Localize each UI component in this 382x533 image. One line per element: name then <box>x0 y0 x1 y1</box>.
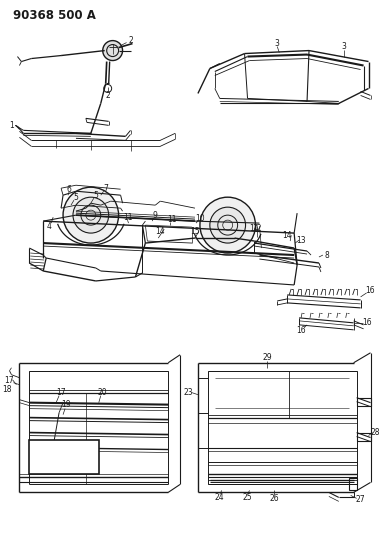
Text: 17: 17 <box>5 376 14 385</box>
Text: 11: 11 <box>167 215 177 224</box>
Bar <box>29 440 99 474</box>
Bar <box>349 479 357 490</box>
Text: 5: 5 <box>73 193 78 201</box>
Text: 3: 3 <box>275 39 280 48</box>
Bar <box>357 433 371 441</box>
Text: 21: 21 <box>51 450 61 459</box>
Circle shape <box>73 197 109 233</box>
Text: 16: 16 <box>366 286 376 295</box>
Text: 17: 17 <box>56 388 66 397</box>
Bar <box>357 398 371 406</box>
Text: 10: 10 <box>195 214 205 223</box>
Text: 16: 16 <box>296 326 306 335</box>
Text: 6: 6 <box>66 185 71 193</box>
Text: 22: 22 <box>44 466 54 475</box>
Circle shape <box>200 197 256 253</box>
Text: 7: 7 <box>103 184 108 193</box>
Text: 19: 19 <box>61 400 71 409</box>
Text: 5: 5 <box>93 191 98 200</box>
Text: 2: 2 <box>105 91 110 100</box>
Text: 14: 14 <box>155 227 165 236</box>
Text: 25: 25 <box>243 493 253 502</box>
Text: 14: 14 <box>282 231 292 239</box>
Text: 8: 8 <box>324 251 329 260</box>
Text: 14: 14 <box>250 224 259 232</box>
Text: 20: 20 <box>98 388 108 397</box>
Text: 24: 24 <box>215 493 225 502</box>
Text: 28: 28 <box>371 428 380 437</box>
Circle shape <box>63 187 118 243</box>
Text: 2: 2 <box>128 36 133 45</box>
Text: 27: 27 <box>356 495 366 504</box>
Text: 4: 4 <box>47 222 52 231</box>
Circle shape <box>210 207 246 243</box>
Text: 9: 9 <box>153 211 158 220</box>
Text: 29: 29 <box>262 353 272 362</box>
Text: 3: 3 <box>341 42 346 51</box>
Text: 1: 1 <box>9 121 14 130</box>
Text: 18: 18 <box>2 385 11 394</box>
Text: 11: 11 <box>123 213 132 222</box>
Text: 15: 15 <box>190 227 200 236</box>
Circle shape <box>103 41 123 61</box>
Text: 90368 500 A: 90368 500 A <box>13 9 96 22</box>
Text: 23: 23 <box>183 388 193 397</box>
Text: 26: 26 <box>269 494 279 503</box>
Text: 16: 16 <box>362 318 371 327</box>
Text: 12: 12 <box>253 224 262 232</box>
Text: 13: 13 <box>296 236 306 245</box>
